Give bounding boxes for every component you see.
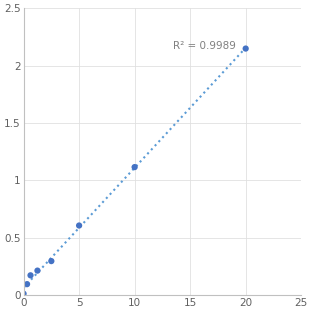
- Point: [49, 259, 54, 264]
- Point: [28, 273, 33, 278]
- Point: [35, 268, 40, 273]
- Text: R² = 0.9989: R² = 0.9989: [173, 41, 236, 51]
- Point: [77, 223, 82, 228]
- Point: [243, 46, 248, 51]
- Point: [25, 282, 30, 287]
- Point: [21, 291, 26, 296]
- Point: [132, 165, 137, 170]
